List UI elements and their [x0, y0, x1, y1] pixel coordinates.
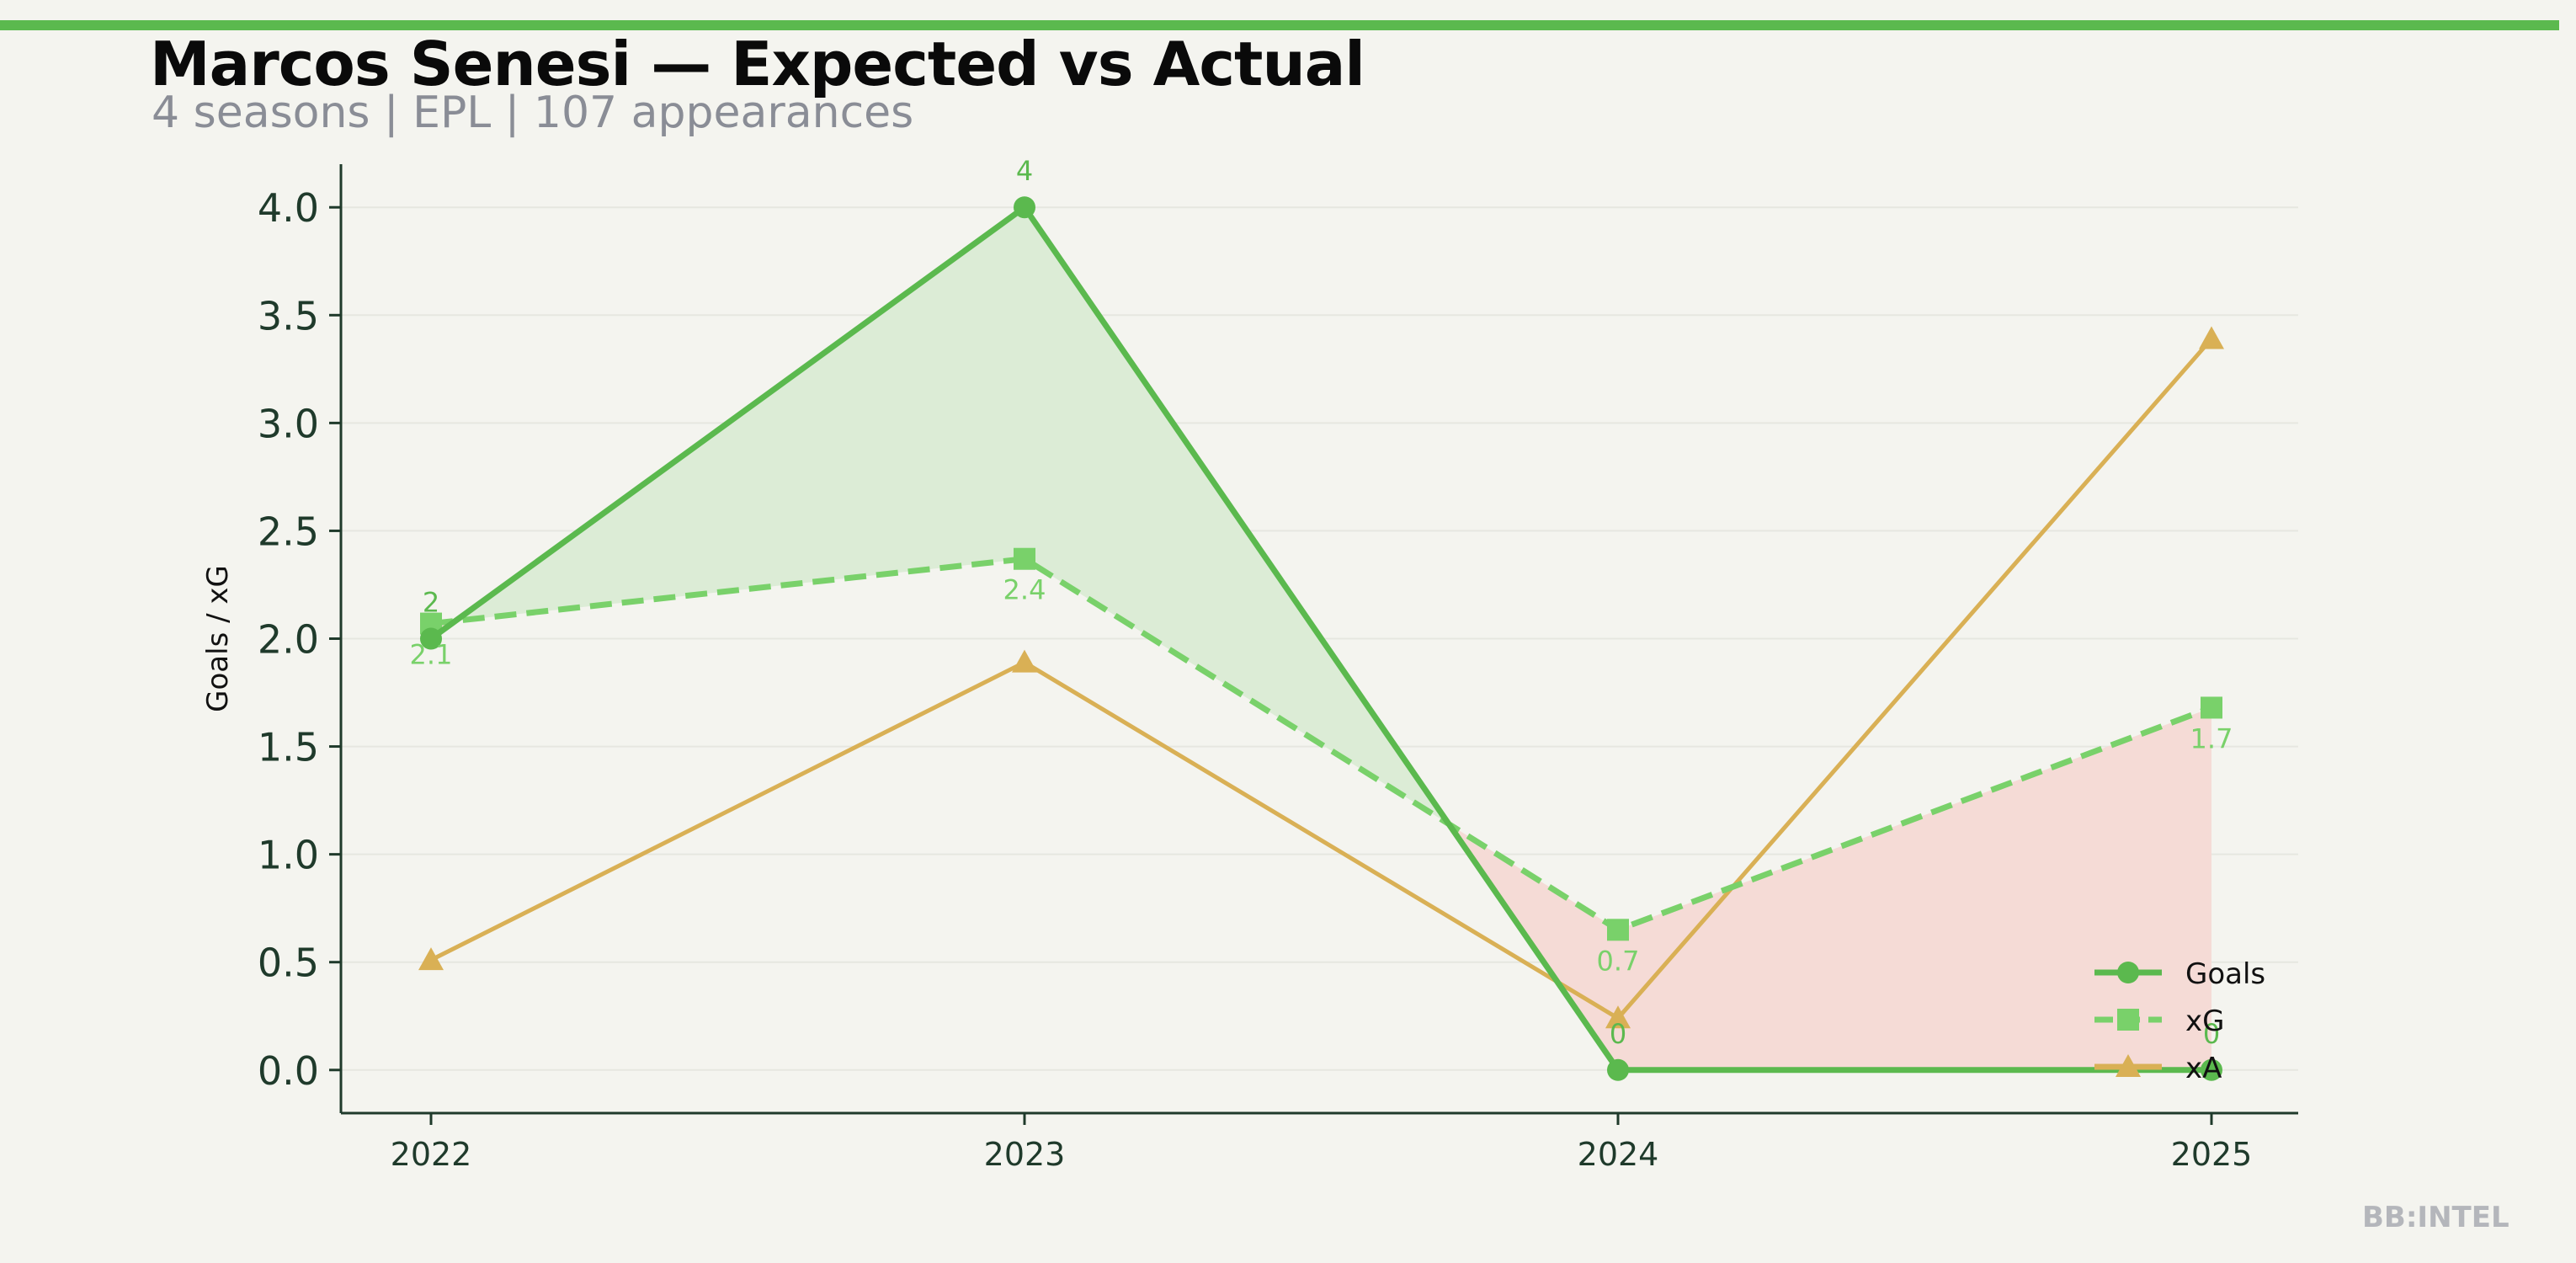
data-point-xg [2201, 696, 2222, 719]
data-point-xg [1014, 547, 1035, 570]
series-line-goals [428, 204, 2211, 1074]
x-tick-label: 2023 [984, 1136, 1066, 1173]
y-tick-label: 0.5 [258, 941, 319, 986]
data-point-xg [1607, 919, 1629, 941]
data-label-xg: 2.4 [1003, 574, 1046, 606]
data-point-goals [1607, 1058, 1629, 1081]
data-point-xa [1605, 1005, 1631, 1029]
data-label-goals: 4 [1016, 155, 1033, 187]
data-point-goals [1014, 196, 1035, 219]
series-line-xa [429, 337, 2213, 1021]
data-label-xg: 2.1 [410, 639, 453, 671]
legend-label-goals: Goals [2185, 957, 2265, 991]
legend-marker-xg [2117, 1009, 2139, 1031]
data-point-xa [2199, 326, 2224, 349]
data-point-goals [2201, 1058, 2222, 1081]
brand-watermark: BB:INTEL [2362, 1201, 2509, 1234]
data-label-xg: 0.7 [1597, 945, 1640, 977]
y-tick-label: 0.0 [258, 1048, 319, 1094]
x-tick-label: 2025 [2171, 1136, 2253, 1173]
y-tick-label: 3.0 [258, 401, 319, 446]
data-point-xa [418, 947, 444, 971]
legend-label-xg: xG [2185, 1005, 2224, 1038]
data-label-goals: 0 [2203, 1018, 2220, 1050]
legend-label-xa: xA [2185, 1052, 2222, 1085]
page-subtitle: 4 seasons | EPL | 107 appearances [152, 88, 914, 138]
y-tick-label: 2.5 [258, 509, 319, 554]
y-axis-label: Goals / xG [201, 565, 235, 712]
legend-marker-xa [2116, 1054, 2141, 1077]
x-tick-label: 2024 [1578, 1136, 1659, 1173]
data-label-xg: 1.7 [2190, 722, 2233, 754]
y-tick-label: 1.5 [258, 725, 319, 770]
data-label-goals: 2 [423, 587, 439, 619]
series-group [418, 196, 2224, 1081]
y-tick-label: 4.0 [258, 185, 319, 231]
accent-bar [0, 20, 2559, 30]
y-tick-label: 1.0 [258, 833, 319, 878]
legend-marker-goals [2117, 962, 2139, 983]
series-line-xg [430, 556, 2213, 933]
y-tick-label: 3.5 [258, 293, 319, 338]
underperformance-area [1618, 707, 2211, 1070]
axes: 0.0 0.5 1.0 1.5 2.0 2.5 3.0 3.5 4.0 2022 2023 2024 2… [201, 164, 2298, 1173]
data-point-goals [420, 627, 442, 650]
page-title: Marcos Senesi — Expected vs Actual [150, 29, 1365, 99]
data-labels: 2 4 0 0 2.1 2.4 0.7 1.7 [410, 155, 2233, 1050]
legend: Goals xG xA [2094, 957, 2265, 1085]
x-tick-label: 2022 [391, 1136, 472, 1173]
data-label-goals: 0 [1610, 1018, 1626, 1050]
y-tick-label: 2.0 [258, 617, 319, 663]
data-point-xa [1012, 649, 1037, 673]
